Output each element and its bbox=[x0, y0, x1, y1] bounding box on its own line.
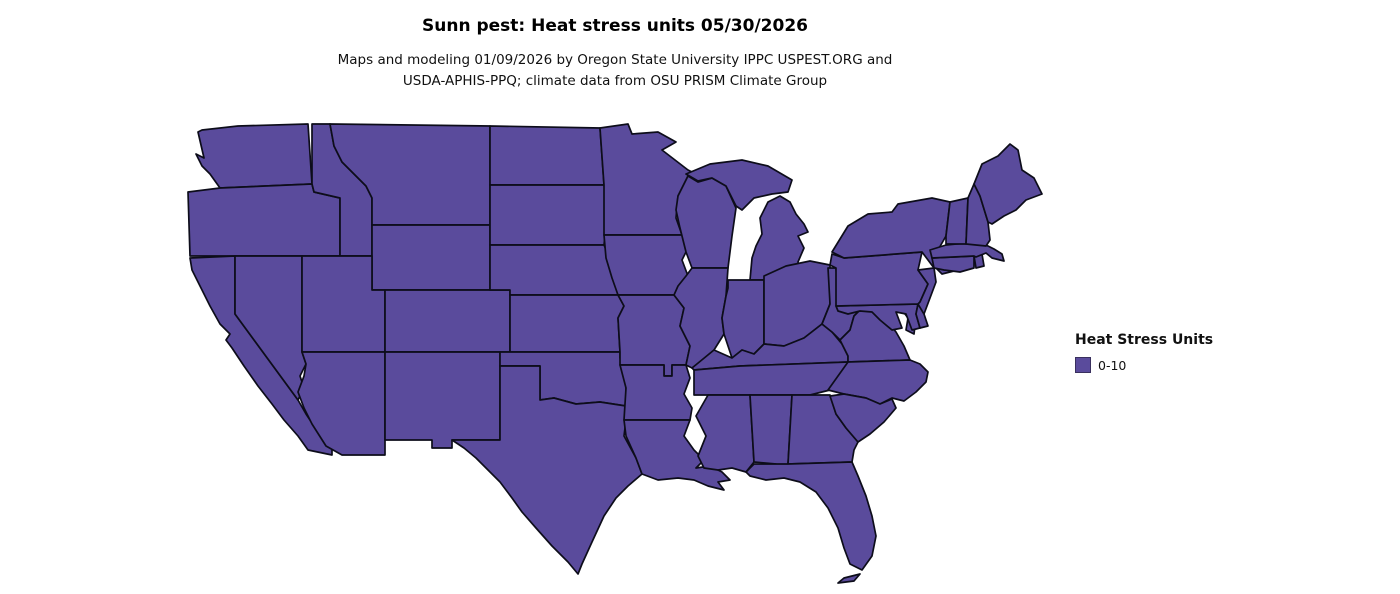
legend: Heat Stress Units 0-10 bbox=[1075, 332, 1213, 373]
page-title: Sunn pest: Heat stress units 05/30/2026 bbox=[422, 16, 808, 36]
state-florida bbox=[745, 461, 877, 571]
state-nebraska bbox=[489, 244, 619, 296]
legend-title: Heat Stress Units bbox=[1075, 332, 1214, 348]
legend-item-label: 0-10 bbox=[1098, 357, 1127, 373]
state-michigan-upper bbox=[685, 159, 793, 211]
state-north-dakota bbox=[489, 125, 605, 186]
subtitle-line-2: USDA-APHIS-PPQ; climate data from OSU PR… bbox=[402, 73, 828, 89]
state-texas bbox=[451, 365, 643, 575]
legend-swatch bbox=[1075, 357, 1091, 373]
state-washington bbox=[195, 123, 313, 189]
us-map bbox=[187, 123, 1043, 584]
state-wisconsin bbox=[675, 175, 737, 269]
state-california bbox=[189, 255, 333, 456]
state-maine bbox=[973, 143, 1043, 225]
state-colorado bbox=[384, 289, 511, 353]
state-utah bbox=[301, 255, 386, 353]
state-new-jersey bbox=[917, 267, 937, 315]
state-vermont bbox=[945, 197, 969, 245]
state-arkansas bbox=[619, 364, 693, 421]
subtitle-line-1: Maps and modeling 01/09/2026 by Oregon S… bbox=[337, 52, 893, 68]
state-missouri bbox=[617, 294, 691, 377]
state-indiana bbox=[721, 279, 765, 359]
state-iowa bbox=[603, 234, 689, 296]
legend-item: 0-10 bbox=[1075, 357, 1213, 373]
state-oregon bbox=[187, 183, 341, 257]
state-louisiana bbox=[623, 419, 731, 491]
state-south-dakota bbox=[489, 184, 609, 246]
state-pennsylvania bbox=[829, 251, 929, 307]
state-mississippi bbox=[695, 394, 755, 473]
state-kansas bbox=[509, 294, 625, 353]
state-new-mexico bbox=[384, 351, 501, 449]
state-wyoming bbox=[371, 224, 491, 291]
state-florida-keys bbox=[837, 573, 861, 584]
title-block: Sunn pest: Heat stress units 05/30/2026 … bbox=[0, 16, 1230, 94]
state-south-carolina bbox=[829, 393, 897, 443]
